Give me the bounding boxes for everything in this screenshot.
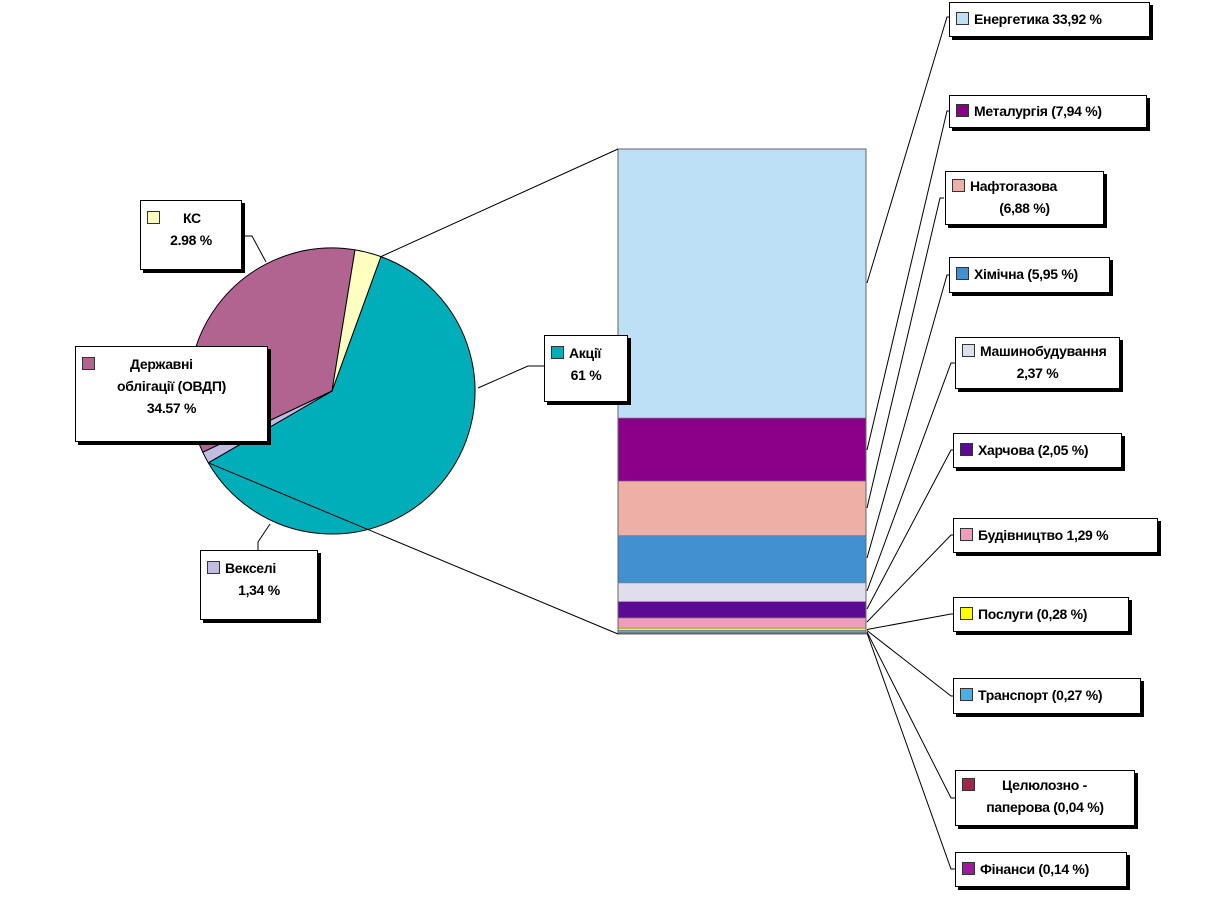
label-kharchova: Харчова (2,05 %) [953, 433, 1122, 468]
bar-segment-6 [617, 617, 867, 629]
legend-swatch-budivnytstvo [960, 528, 973, 541]
label-metalurhiia: Металургія (7,94 %) [949, 95, 1147, 128]
label-aktsii-value: 61 % [570, 367, 602, 383]
bar-segment-4 [617, 582, 867, 603]
bar-segment-7 [617, 627, 867, 631]
legend-swatch-finansy [962, 862, 975, 875]
label-mashynobuduvannia: Машинобудування 2,37 % [955, 337, 1120, 389]
label-finansy: Фінанси (0,14 %) [955, 852, 1127, 887]
label-finansy-text: Фінанси (0,14 %) [980, 861, 1089, 877]
leader-bar-10 [866, 632, 955, 870]
label-kharchova-text: Харчова (2,05 %) [978, 442, 1089, 458]
label-metalurhiia-text: Металургія (7,94 %) [974, 103, 1102, 119]
leader-bar-4 [866, 362, 955, 592]
leader-vekseli [257, 523, 271, 550]
label-aktsii-name: Акції [569, 345, 602, 361]
bar-segment-3 [617, 535, 867, 584]
leader-bar-1 [866, 110, 951, 451]
legend-swatch-transport [960, 688, 973, 701]
leader-bar-8 [866, 630, 955, 697]
legend-swatch-vekseli [207, 561, 220, 574]
label-tseliulozno-paperova: Целюлозно - паперова (0,04 %) [955, 770, 1135, 826]
label-vekseli: Векселі 1,34 % [200, 550, 318, 620]
label-ovdp-value: 34.57 % [146, 400, 197, 416]
label-ks-name: КС [183, 210, 201, 226]
pie-slice-3 [331, 249, 382, 392]
leader-ks [242, 235, 267, 263]
legend-swatch-metalurhiia [956, 104, 969, 117]
label-naftohazova-name: Нафтогазова [970, 178, 1058, 194]
connector-bottom [208, 462, 619, 635]
label-ovdp-name2: облігації (ОВДП) [117, 378, 226, 394]
leader-bar-0 [866, 16, 951, 284]
label-ovdp-name1: Державні [130, 356, 193, 372]
label-energetyka-text: Енергетика 33,92 % [974, 11, 1102, 27]
label-mashynobuduvannia-value: 2,37 % [1016, 365, 1059, 381]
legend-swatch-aktsii [551, 346, 564, 359]
legend-swatch-khimichna [956, 267, 969, 280]
legend-swatch-naftohazova [952, 179, 965, 192]
connector-top [380, 148, 619, 258]
pie-slice-0 [207, 255, 476, 535]
legend-swatch-ovdp [82, 357, 95, 370]
leader-bar-2 [866, 197, 944, 509]
legend-swatch-kharchova [960, 443, 973, 456]
label-aktsii: Акції 61 % [544, 335, 628, 402]
label-ovdp: Державні облігації (ОВДП) 34.57 % [75, 346, 268, 442]
label-posluhy-text: Послуги (0,28 %) [978, 606, 1088, 622]
leader-bar-6 [866, 534, 955, 623]
legend-swatch-posluhy [960, 607, 973, 620]
label-ks: КС 2.98 % [140, 200, 242, 270]
label-naftohazova: Нафтогазова (6,88 %) [945, 171, 1104, 225]
label-tseliulozno-name1: Целюлозно - [1002, 777, 1087, 793]
bar-segment-2 [617, 480, 867, 536]
legend-swatch-tseliulozno [962, 778, 975, 791]
legend-swatch-mashynobuduvannia [962, 344, 975, 357]
label-vekseli-name: Векселі [225, 560, 276, 576]
bar-segment-8 [617, 630, 867, 633]
label-khimichna-text: Хімічна (5,95 %) [974, 266, 1078, 282]
label-naftohazova-value: (6,88 %) [999, 200, 1050, 216]
leader-bar-7 [866, 613, 955, 630]
label-budivnytstvo-text: Будівництво 1,29 % [978, 527, 1109, 543]
label-posluhy: Послуги (0,28 %) [953, 597, 1129, 632]
bar-segment-0 [617, 148, 867, 419]
bar-segment-1 [617, 417, 867, 482]
legend-swatch-ks [147, 211, 160, 224]
label-mashynobuduvannia-name: Машинобудування [980, 343, 1107, 359]
label-energetyka: Енергетика 33,92 % [949, 2, 1150, 37]
label-budivnytstvo: Будівництво 1,29 % [953, 518, 1158, 553]
leader-bar-5 [866, 449, 955, 610]
label-transport-text: Транспорт (0,27 %) [978, 687, 1103, 703]
label-khimichna: Хімічна (5,95 %) [949, 257, 1110, 293]
leader-aktsii [477, 365, 544, 389]
label-transport: Транспорт (0,27 %) [953, 678, 1141, 714]
label-vekseli-value: 1,34 % [238, 582, 280, 598]
leader-bar-3 [866, 274, 951, 559]
label-ks-value: 2.98 % [170, 232, 212, 248]
label-tseliulozno-name2: паперова (0,04 %) [986, 799, 1104, 815]
bar-segment-5 [617, 601, 867, 619]
legend-swatch-energetyka [956, 12, 969, 25]
leader-bar-9 [866, 631, 955, 799]
